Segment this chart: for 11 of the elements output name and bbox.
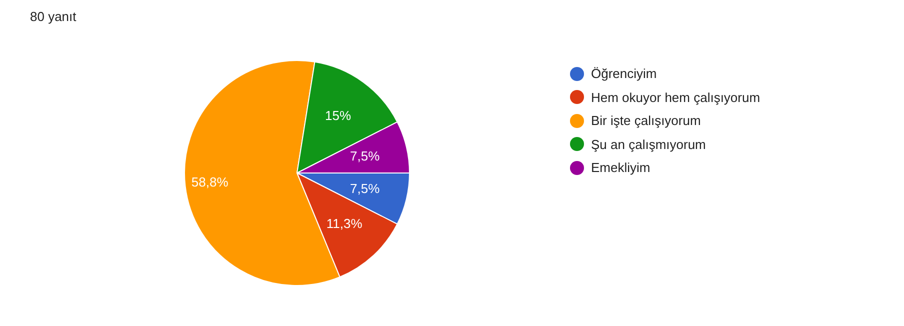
legend-label: Emekliyim — [591, 160, 650, 176]
data-label: 7,5% — [350, 180, 380, 196]
legend-label: Bir işte çalışıyorum — [591, 113, 701, 128]
data-label: 11,3% — [326, 216, 363, 231]
data-label: 15% — [325, 108, 352, 124]
legend-label: Öğrenciyim — [591, 66, 657, 82]
text: 80 yanıt — [30, 9, 76, 24]
legend-label: Şu an çalışmıyorum — [591, 136, 706, 152]
data-label: 7,5% — [350, 148, 380, 164]
data-label: 58,8% — [191, 174, 229, 190]
legend-label: Hem okuyor hem çalışıyorum — [591, 90, 760, 105]
